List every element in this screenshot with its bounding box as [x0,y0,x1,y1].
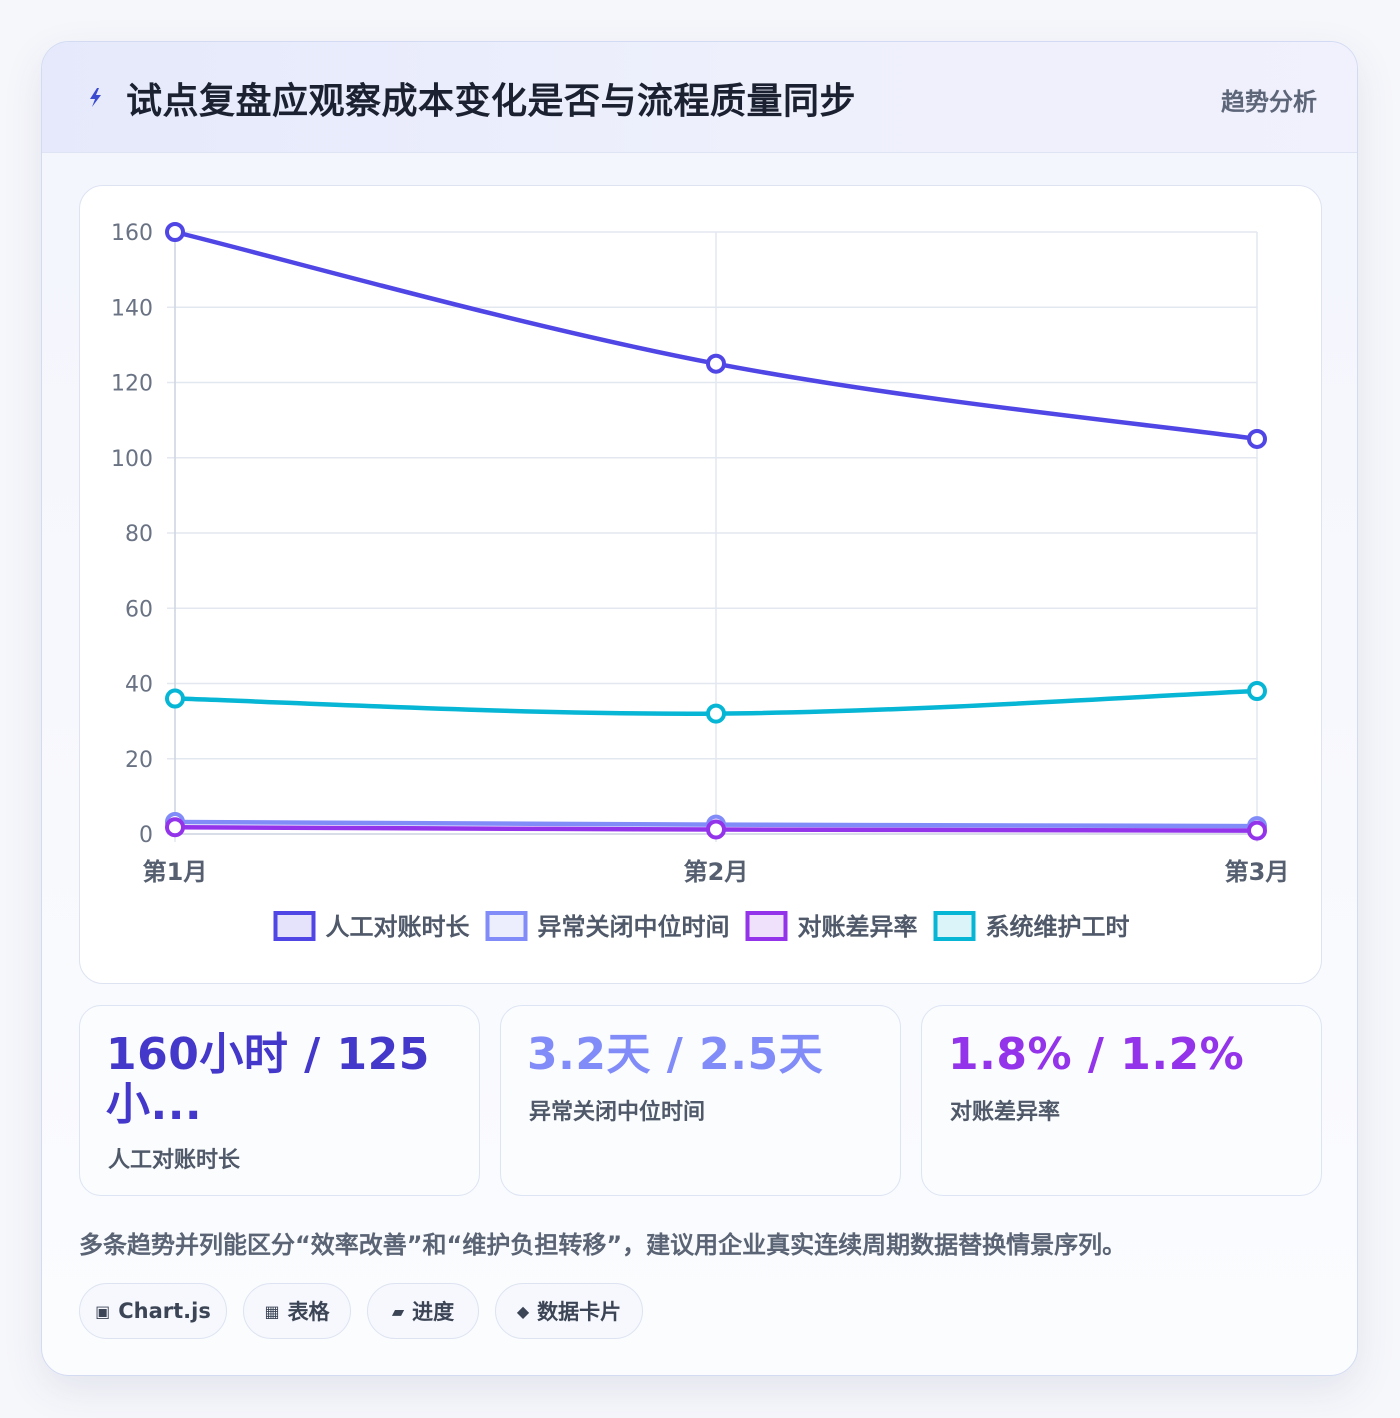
stat-label: 异常关闭中位时间 [529,1100,706,1125]
y-tick-label: 60 [125,597,153,622]
y-tick-label: 140 [111,296,153,321]
data-point [165,817,185,838]
stat-label: 人工对账时长 [108,1148,241,1173]
y-tick-label: 80 [125,522,153,547]
stat-card-diff-rate: 1.8% / 1.2% 对账差异率 [921,1005,1322,1196]
data-point [706,703,726,724]
data-point [1247,820,1267,841]
y-tick-label: 100 [111,447,153,472]
legend-swatch [273,911,316,941]
page-title: 试点复盘应观察成本变化是否与流程质量同步 [126,81,857,122]
chart-icon: ▣ [95,1301,111,1321]
lightning-icon [90,88,101,107]
data-point [165,222,185,242]
legend-label: 异常关闭中位时间 [538,913,730,941]
legend-label: 对账差异率 [798,913,918,941]
tag-label: 数据卡片 [537,1300,622,1324]
y-tick-label: 0 [139,823,153,848]
diamond-icon: ◆ [516,1301,530,1321]
header-tag: 趋势分析 [1221,88,1317,116]
data-point [165,688,185,709]
y-tick-label: 120 [111,372,153,397]
data-point [706,353,726,374]
trend-card: 试点复盘应观察成本变化是否与流程质量同步 趋势分析 0 20 40 60 80 100 12… [41,41,1358,1376]
tag-label: Chart.js [118,1299,211,1323]
tag-data-card[interactable]: ◆ 数据卡片 [495,1283,643,1339]
stat-card-exception-close: 3.2天 / 2.5天 异常关闭中位时间 [500,1005,901,1196]
legend-label: 人工对账时长 [326,913,471,941]
legend-swatch [485,911,528,941]
x-tick-label: 第2月 [684,858,749,886]
stat-value: 3.2天 / 2.5天 [527,1029,824,1080]
card-header: 试点复盘应观察成本变化是否与流程质量同步 趋势分析 [42,42,1357,153]
tag-table[interactable]: ▦ 表格 [243,1283,351,1339]
x-tick-label: 第1月 [143,858,208,886]
tag-label: 表格 [287,1300,330,1324]
tag-chartjs[interactable]: ▣ Chart.js [79,1283,227,1339]
insight-note: 多条趋势并列能区分“效率改善”和“维护负担转移”，建议用企业真实连续周期数据替换… [79,1231,1127,1259]
progress-icon: ▰ [391,1301,405,1321]
chart-panel: 0 20 40 60 80 100 120 140 160 第1月 第2月 第3月人工对账时长 异常关闭… [79,185,1322,984]
y-tick-label: 160 [111,221,153,246]
stat-value: 1.8% / 1.2% [948,1029,1245,1080]
tag-progress[interactable]: ▰ 进度 [367,1283,479,1339]
x-tick-label: 第3月 [1225,858,1290,886]
data-point [1247,428,1267,449]
tag-label: 进度 [412,1300,455,1324]
legend-swatch [745,911,788,941]
legend-swatch [933,911,976,941]
y-tick-label: 20 [125,748,153,773]
y-tick-label: 40 [125,673,153,698]
legend-label: 系统维护工时 [986,913,1130,941]
data-point [706,819,726,840]
stat-value: 160小时 / 125小... [106,1029,430,1130]
data-point [1247,681,1267,702]
stat-card-manual-hours: 160小时 / 125小... 人工对账时长 [79,1005,480,1196]
table-icon: ▦ [264,1301,280,1321]
stat-label: 对账差异率 [950,1100,1061,1125]
